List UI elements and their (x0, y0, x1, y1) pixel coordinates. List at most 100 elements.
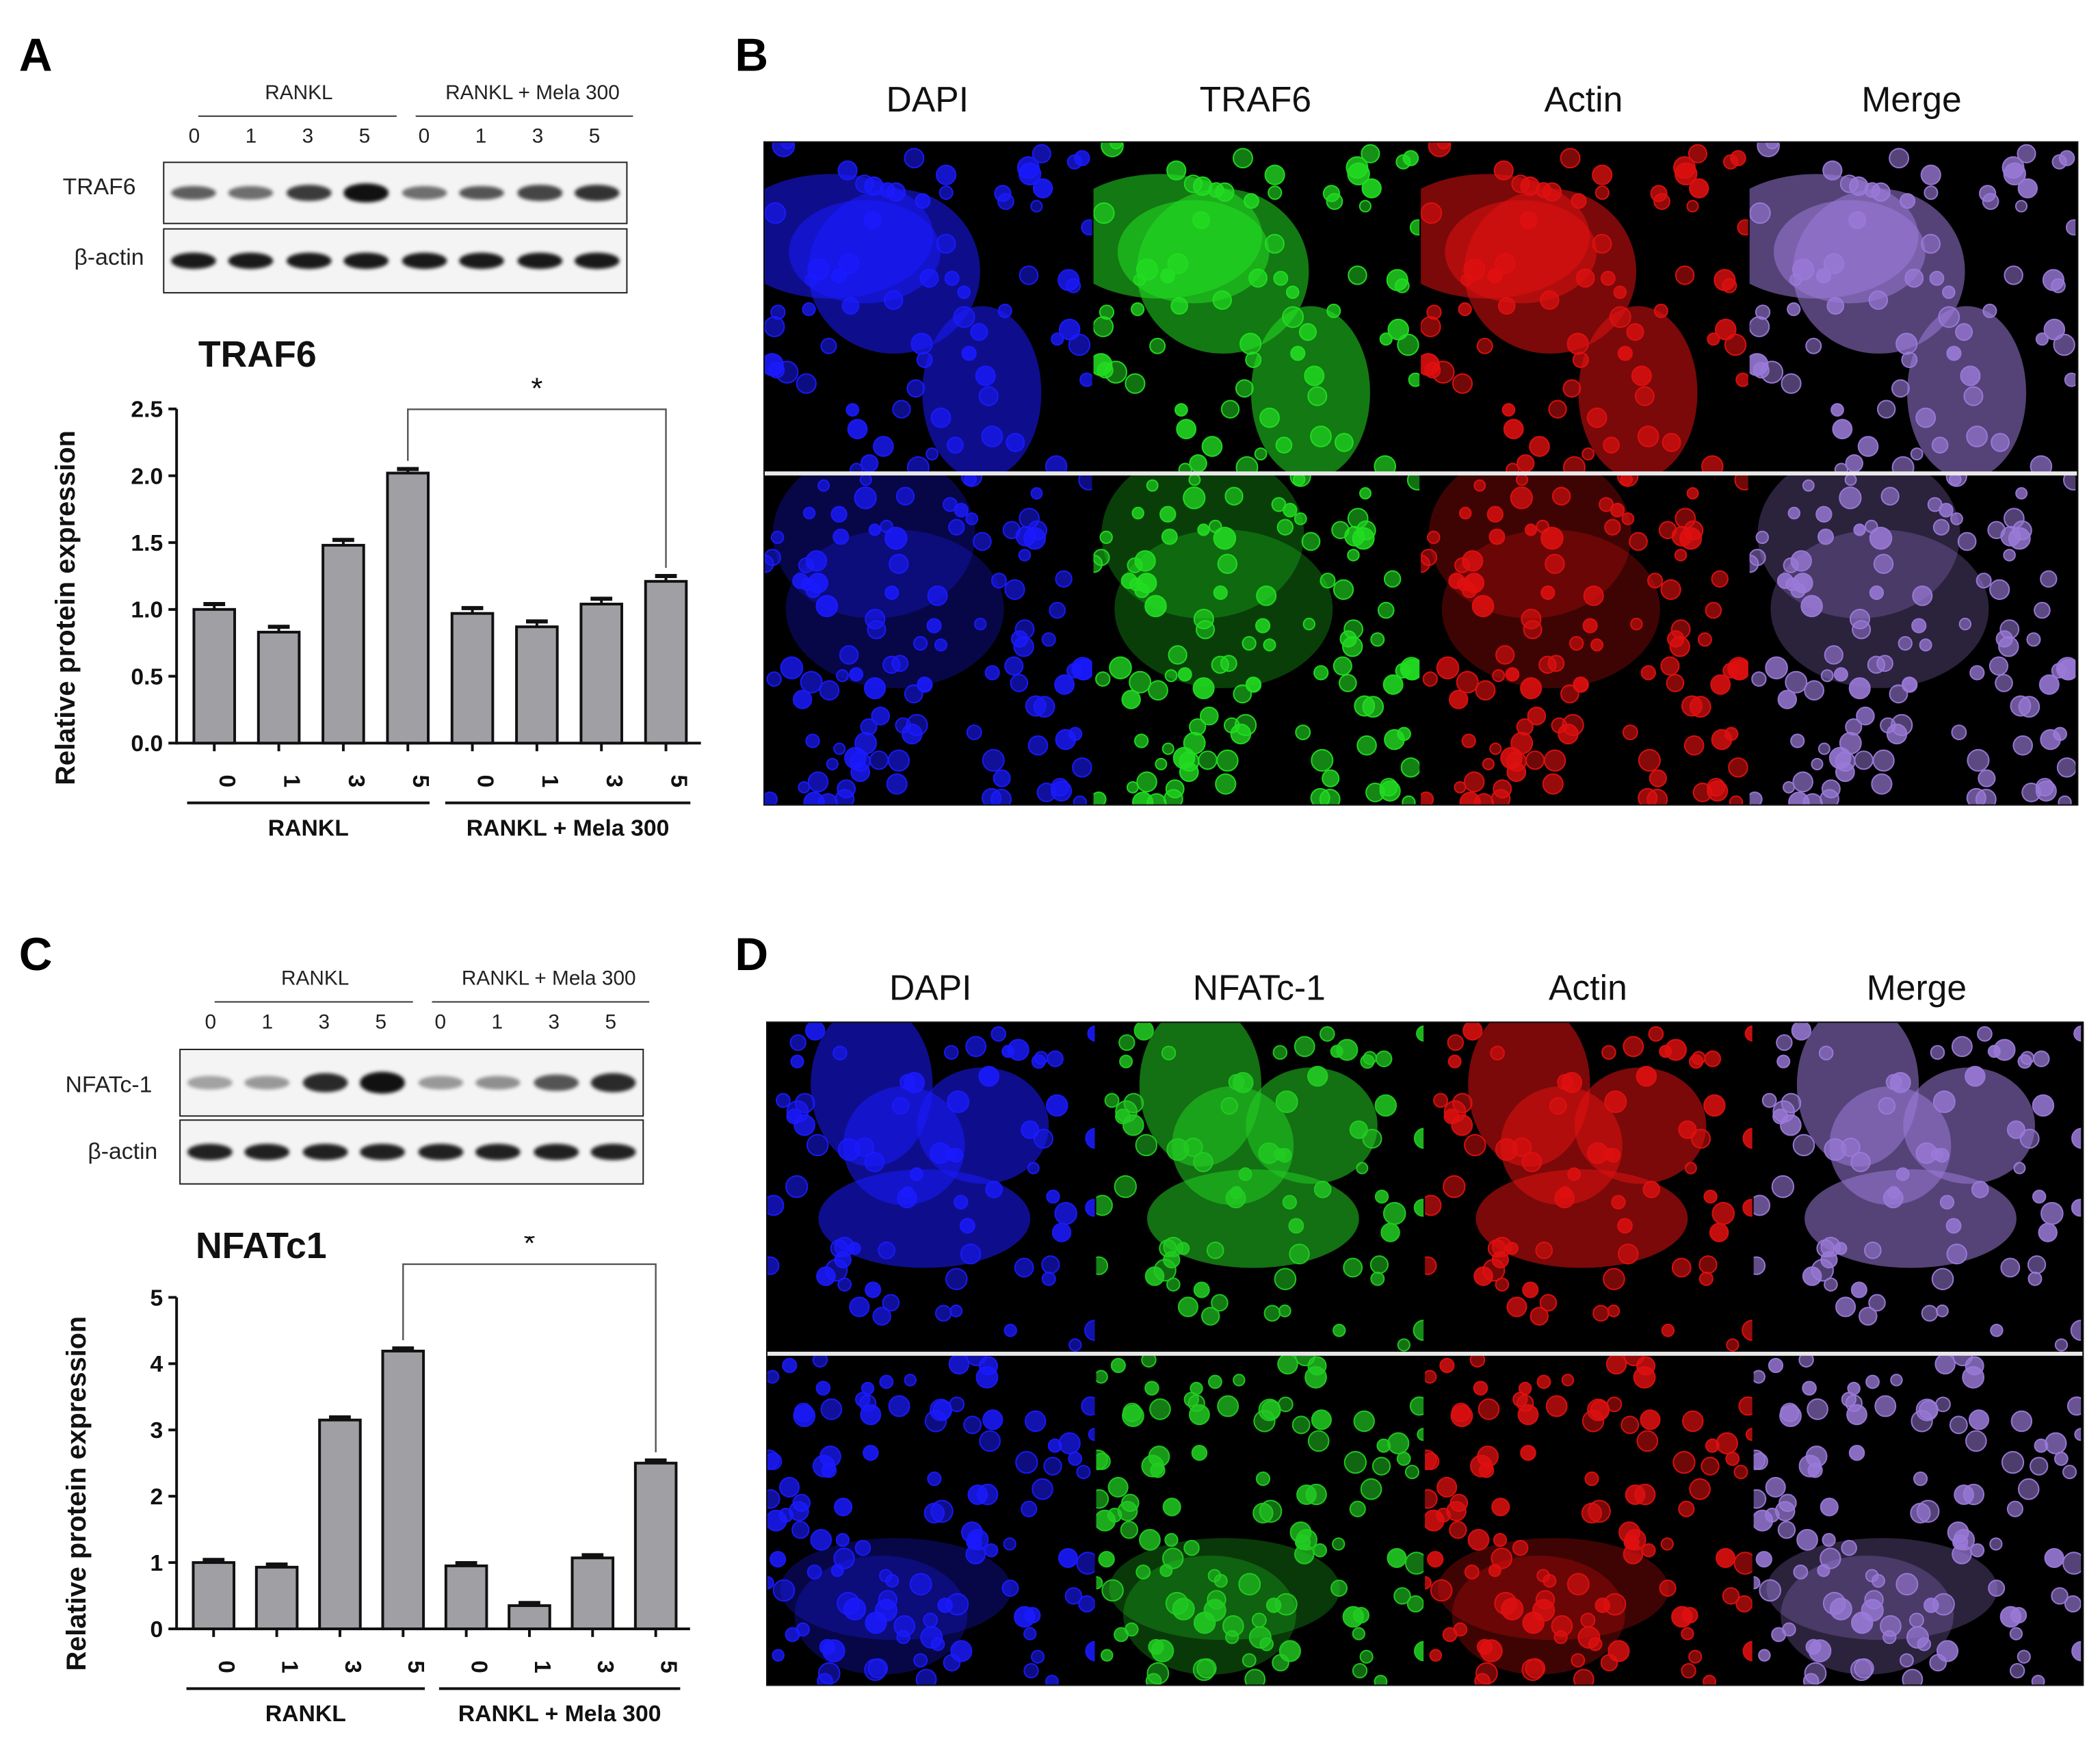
cell (935, 164, 957, 185)
panel-letter-d: D (735, 929, 769, 981)
cell (2003, 508, 2024, 529)
cell (1735, 1595, 1753, 1613)
cell (1999, 1606, 2022, 1628)
cell (1023, 1663, 1039, 1679)
cell (1527, 706, 1547, 726)
cell (1307, 1430, 1330, 1452)
cell (1945, 475, 1967, 487)
cell (1166, 1277, 1181, 1292)
cell (843, 1597, 867, 1621)
cell (792, 573, 809, 589)
cell (2052, 333, 2075, 356)
cell (1349, 1500, 1366, 1517)
cell (1353, 695, 1375, 717)
cell (1688, 1649, 1703, 1664)
cell (1045, 1094, 1068, 1117)
channel-title: Actin (1544, 79, 1623, 120)
cell (1447, 1054, 1462, 1069)
cell (1689, 1478, 1711, 1500)
blot-band (244, 1075, 290, 1090)
cell (1671, 1257, 1692, 1278)
cell (1715, 1547, 1736, 1568)
blot-band (343, 252, 389, 269)
blot-band (228, 252, 274, 269)
cell (1225, 1188, 1246, 1209)
cell (1007, 1038, 1029, 1061)
cell (789, 1034, 806, 1051)
cell (865, 1281, 882, 1298)
cell (1921, 1305, 1939, 1322)
cell (990, 573, 1007, 589)
cell (850, 751, 871, 772)
cell (2009, 1627, 2023, 1640)
cell (943, 1045, 959, 1060)
cell (949, 1304, 963, 1318)
cell (1841, 1137, 1861, 1158)
cell (1004, 579, 1025, 600)
cell (1867, 290, 1888, 310)
cell (1255, 585, 1276, 606)
cell (1848, 677, 1870, 700)
cell (1159, 268, 1175, 284)
cell (1491, 1498, 1510, 1517)
cell (939, 185, 954, 200)
blot-band (516, 185, 562, 201)
cell (2017, 1649, 2031, 1664)
cell (1177, 1296, 1198, 1318)
cell-region (1172, 1086, 1294, 1205)
cell (1277, 1396, 1294, 1413)
cell (1387, 1547, 1407, 1568)
cell (1313, 665, 1328, 681)
cell (1387, 1432, 1410, 1454)
cell (1963, 386, 1983, 406)
cell (2066, 1396, 2082, 1416)
cell (1098, 1551, 1115, 1568)
cell (1861, 1599, 1884, 1622)
cell (1406, 1595, 1424, 1613)
cell (1427, 1551, 1444, 1568)
cell (1406, 475, 1420, 491)
cell-region (843, 1086, 965, 1205)
cell (1058, 1547, 1078, 1568)
cell (1164, 669, 1177, 683)
cell (1722, 278, 1737, 293)
cell (1868, 1294, 1886, 1312)
cell (1634, 386, 1655, 406)
cell (1251, 1612, 1267, 1628)
cell (1761, 1093, 1777, 1108)
cell (1729, 795, 1744, 805)
cell (2017, 178, 2038, 199)
cell (1068, 727, 1083, 742)
cell (1192, 211, 1210, 229)
cell (1728, 757, 1748, 778)
cell (1804, 337, 1822, 354)
cell (1197, 750, 1217, 770)
cell (916, 352, 933, 368)
cell (1787, 506, 1800, 520)
cell (1952, 1355, 1973, 1367)
cell (1242, 1653, 1257, 1668)
cell (1141, 1355, 1157, 1368)
cell (1495, 645, 1515, 665)
cell (1673, 156, 1696, 179)
cell (1824, 1277, 1838, 1292)
cell (1349, 1120, 1368, 1139)
cell (1212, 585, 1227, 600)
cell (1045, 455, 1068, 472)
cell (1920, 233, 1941, 254)
cell (891, 655, 909, 672)
cell (1149, 1398, 1171, 1420)
cell (1563, 456, 1586, 472)
cell (863, 1444, 879, 1461)
cell (1954, 323, 1973, 341)
cell (2032, 1189, 2047, 1204)
cell (1848, 176, 1868, 196)
cell (1443, 1175, 1466, 1199)
cell (1658, 521, 1677, 540)
cell (1353, 1410, 1375, 1433)
cell (1756, 142, 1779, 157)
cell (946, 1593, 969, 1616)
cell (1064, 1587, 1083, 1605)
cell (1347, 265, 1367, 285)
cell (1895, 1167, 1910, 1181)
